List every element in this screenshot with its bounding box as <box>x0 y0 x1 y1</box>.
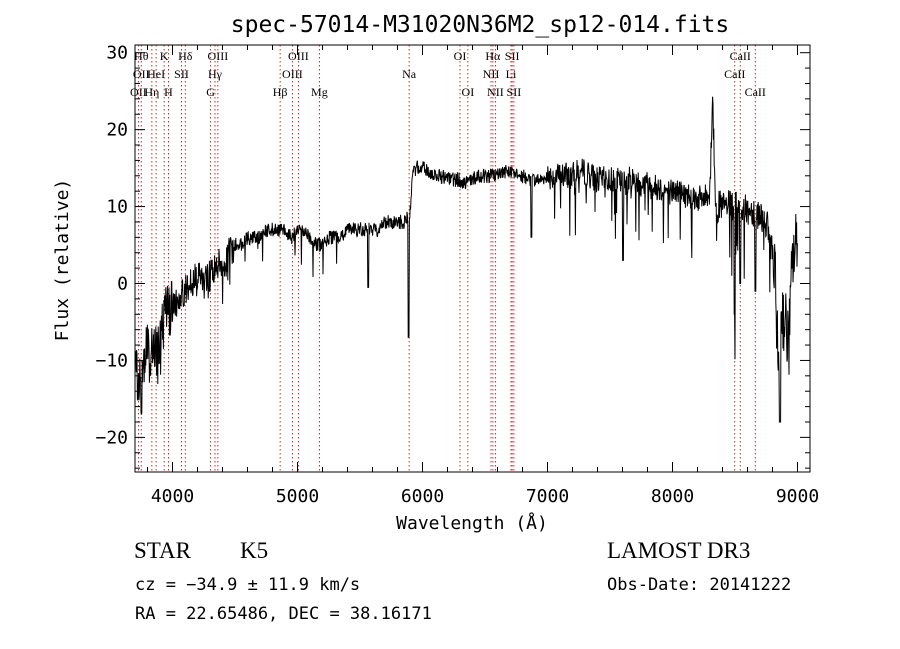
y-tick-label: 10 <box>106 197 128 218</box>
y-tick-label: 20 <box>106 120 128 141</box>
line-marker-label: SII <box>174 67 189 81</box>
line-marker-label: Hθ <box>134 49 149 63</box>
line-marker-label: Na <box>402 67 417 81</box>
line-marker-label: SII <box>507 85 522 99</box>
x-tick-label: 6000 <box>401 486 444 507</box>
line-marker-label: Hδ <box>178 49 193 63</box>
line-marker-label: CaII <box>730 49 751 63</box>
line-marker-label: NII <box>483 67 500 81</box>
line-marker-label: G <box>206 85 215 99</box>
y-tick-label: −10 <box>95 350 128 371</box>
line-marker-label: OII <box>133 67 150 81</box>
line-marker-label: OII <box>130 85 147 99</box>
line-marker-label: OIII <box>282 67 303 81</box>
line-marker-label: K <box>160 49 169 63</box>
x-axis-label: Wavelength (Å) <box>396 512 548 534</box>
line-marker-label: OIII <box>288 49 309 63</box>
line-marker-label: NII <box>487 85 504 99</box>
line-marker-label: Hη <box>144 85 159 99</box>
survey-name: LAMOST DR3 <box>607 538 751 563</box>
sky-coordinates: RA = 22.65486, DEC = 38.16171 <box>135 604 432 624</box>
line-marker-label: Hγ <box>208 67 223 81</box>
y-tick-label: 30 <box>106 43 128 64</box>
object-subclass: K5 <box>240 538 269 563</box>
line-marker-label: Hα <box>485 49 501 63</box>
axis-layer: 4000 5000 6000 7000 8000 9000 −20 −10 0 10 20 30 <box>95 43 819 507</box>
line-marker-label: SII <box>505 49 520 63</box>
line-marker-label: OIII <box>208 49 229 63</box>
y-axis-label: Flux (relative) <box>52 179 73 342</box>
x-tick-label: 8000 <box>651 486 694 507</box>
y-tick-label: −20 <box>95 427 128 448</box>
x-tick-label: 5000 <box>276 486 319 507</box>
plot-frame <box>134 44 811 473</box>
line-marker-label: Hβ <box>273 85 288 99</box>
line-marker-label: CaII <box>745 85 766 99</box>
x-tick-label: 9000 <box>776 486 819 507</box>
spectrum-flux-line <box>134 96 798 423</box>
x-tick-label: 4000 <box>151 486 194 507</box>
observation-date: Obs-Date: 20141222 <box>607 575 792 595</box>
spectrum-series-layer <box>134 96 798 423</box>
x-tick-label: 7000 <box>526 486 569 507</box>
line-marker-label: HeI <box>147 67 165 81</box>
line-marker-label: H <box>164 85 173 99</box>
line-marker-label: CaII <box>724 67 745 81</box>
line-marker-label: OI <box>462 85 475 99</box>
line-marker-label: OI <box>454 49 467 63</box>
line-marker-label: Li <box>506 67 517 81</box>
chart-title: spec-57014-M31020N36M2_sp12-014.fits <box>231 12 730 38</box>
object-class: STAR <box>134 538 191 563</box>
y-tick-label: 0 <box>117 274 128 295</box>
redshift-value: cz = −34.9 ± 11.9 km/s <box>135 575 361 595</box>
line-marker-layer: OIIHθOIIHηHeIKHSIIHδGHγOIIIHβOIIIOIIIMgN… <box>130 45 766 472</box>
line-marker-label: Mg <box>311 85 328 99</box>
